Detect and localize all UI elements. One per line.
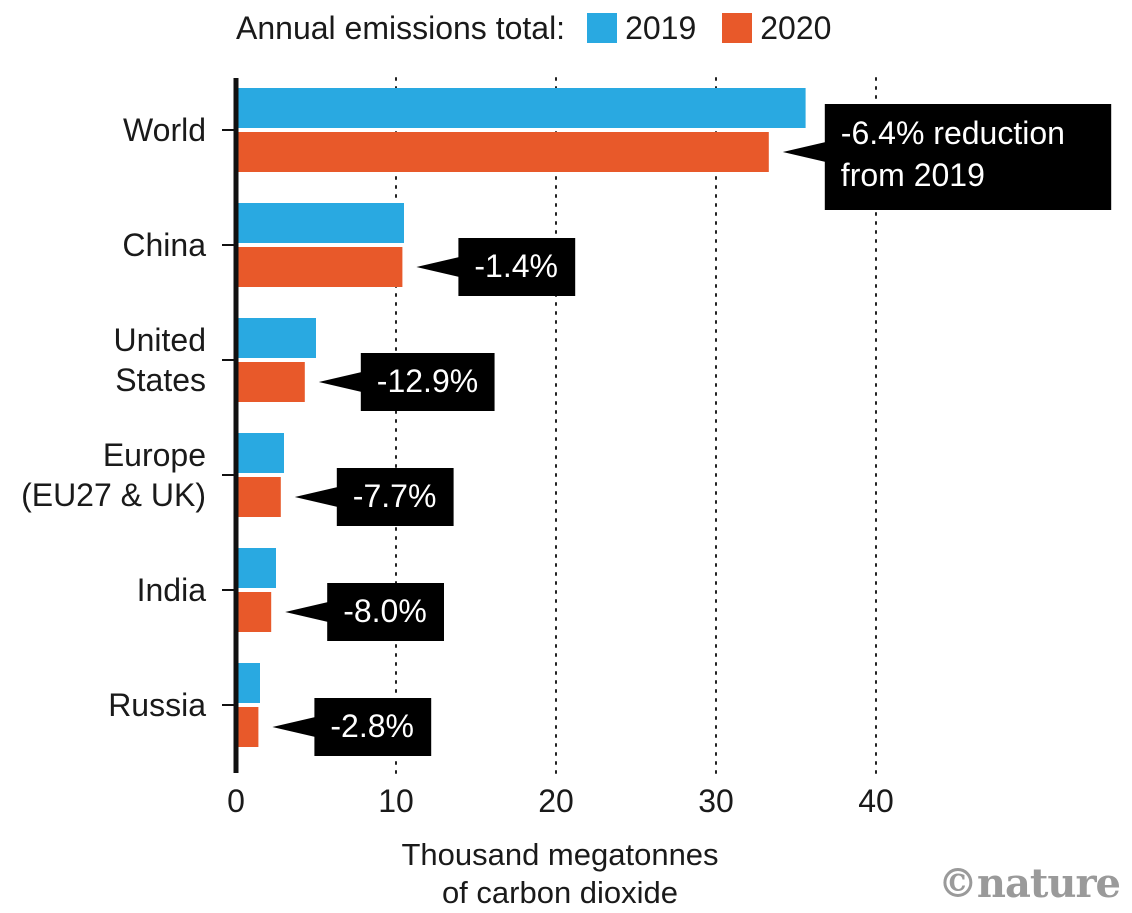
legend-item-2020: 2020 — [722, 10, 831, 47]
legend: Annual emissions total: 2019 2020 — [236, 8, 857, 48]
bar-2020-4 — [236, 592, 272, 632]
x-axis-label: Thousand megatonnes of carbon dioxide — [310, 836, 810, 912]
callout-pointer-4 — [285, 602, 329, 622]
callout-text-4-0: -8.0% — [343, 593, 427, 629]
bar-2019-0 — [236, 88, 806, 128]
callout-box-3 — [336, 468, 454, 526]
x-tick-label-10: 10 — [378, 783, 414, 819]
category-label-0-0: World — [123, 112, 206, 148]
legend-title: Annual emissions total: — [236, 9, 566, 46]
x-tick-label-0: 0 — [227, 783, 245, 819]
x-axis-label-line2: of carbon dioxide — [441, 875, 679, 910]
category-label-2-0: United — [114, 322, 207, 358]
bar-2019-3 — [236, 433, 284, 473]
callout-text-0-0: -6.4% reduction — [841, 115, 1065, 151]
bar-2019-1 — [236, 203, 404, 243]
x-tick-label-30: 30 — [698, 783, 734, 819]
category-label-3-0: Europe — [103, 437, 206, 473]
legend-label-2020: 2020 — [760, 9, 832, 46]
callout-pointer-5 — [272, 717, 316, 737]
callout-text-5-0: -2.8% — [330, 708, 414, 744]
legend-item-2019: 2019 — [587, 10, 696, 47]
callout-text-2-0: -12.9% — [377, 363, 478, 399]
category-label-1-0: China — [122, 227, 206, 263]
callout-pointer-1 — [416, 257, 460, 277]
nature-logo: ©nature — [937, 860, 1121, 907]
legend-swatch-2019 — [587, 13, 618, 43]
legend-swatch-2020 — [722, 13, 753, 43]
bar-2019-4 — [236, 548, 276, 588]
bar-2020-5 — [236, 707, 259, 747]
category-label-3-1: (EU27 & UK) — [21, 477, 206, 513]
category-label-4-0: India — [137, 572, 207, 608]
bar-2020-3 — [236, 477, 281, 517]
callout-box-0 — [824, 104, 1112, 210]
bar-2019-2 — [236, 318, 316, 358]
x-tick-label-20: 20 — [538, 783, 574, 819]
bar-2020-1 — [236, 247, 403, 287]
x-tick-label-40: 40 — [858, 783, 894, 819]
callout-box-5 — [314, 698, 432, 756]
callout-pointer-3 — [294, 487, 338, 507]
category-label-2-1: States — [115, 362, 206, 398]
category-label-5-0: Russia — [108, 687, 206, 723]
callout-text-1-0: -1.4% — [474, 248, 558, 284]
callout-box-1 — [458, 238, 576, 296]
callout-text-0-1: from 2019 — [841, 157, 985, 193]
callout-box-4 — [327, 583, 444, 641]
callout-pointer-0 — [782, 142, 826, 162]
bar-2020-2 — [236, 362, 305, 402]
callout-pointer-2 — [318, 372, 362, 392]
bar-2019-5 — [236, 663, 260, 703]
x-axis-label-line1: Thousand megatonnes — [401, 837, 719, 872]
legend-label-2019: 2019 — [625, 9, 697, 46]
bar-2020-0 — [236, 132, 769, 172]
callout-box-2 — [360, 353, 495, 411]
callout-text-3-0: -7.7% — [353, 478, 437, 514]
